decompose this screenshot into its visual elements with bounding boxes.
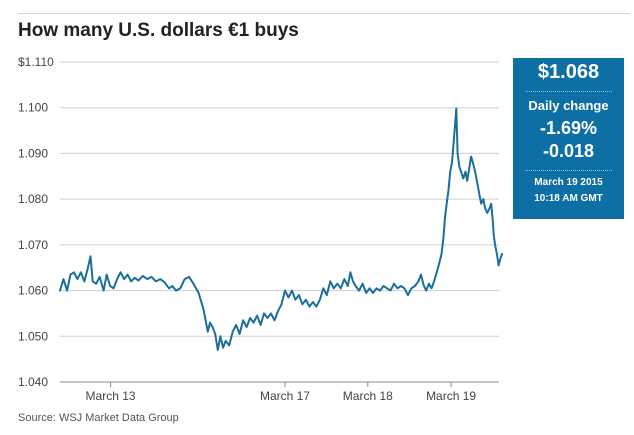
- chart-title: How many U.S. dollars €1 buys: [18, 20, 299, 41]
- y-tick-label: 1.060: [18, 284, 48, 298]
- daily-change-label: Daily change: [528, 98, 609, 113]
- quote-date: March 19 2015: [534, 177, 603, 188]
- info-divider-bottom: [525, 170, 612, 171]
- y-tick-label: 1.090: [18, 146, 48, 160]
- price-info-box: $1.068 Daily change -1.69% -0.018 March …: [513, 58, 624, 219]
- x-tick-label: March 17: [260, 389, 310, 403]
- y-tick-label: 1.070: [18, 238, 48, 252]
- info-divider-top: [525, 91, 612, 92]
- quote-time: 10:18 AM GMT: [534, 193, 603, 204]
- daily-change-absolute: -0.018: [542, 141, 595, 161]
- series-line-0: [59, 107, 504, 351]
- y-tick-label: 1.080: [18, 192, 48, 206]
- title-rule: [18, 13, 630, 14]
- y-tick-label: 1.100: [18, 101, 48, 115]
- daily-change-percent: -1.69%: [539, 118, 598, 138]
- y-tick-label: 1.050: [18, 329, 48, 343]
- x-tick-label: March 19: [426, 389, 476, 403]
- x-tick-label: March 13: [86, 389, 136, 403]
- source-note: Source: WSJ Market Data Group: [18, 412, 179, 424]
- x-tick-label: March 18: [343, 389, 393, 403]
- y-tick-label: 1.040: [18, 375, 48, 389]
- y-tick-label: $1.110: [18, 55, 54, 69]
- current-price: $1.068: [537, 61, 600, 83]
